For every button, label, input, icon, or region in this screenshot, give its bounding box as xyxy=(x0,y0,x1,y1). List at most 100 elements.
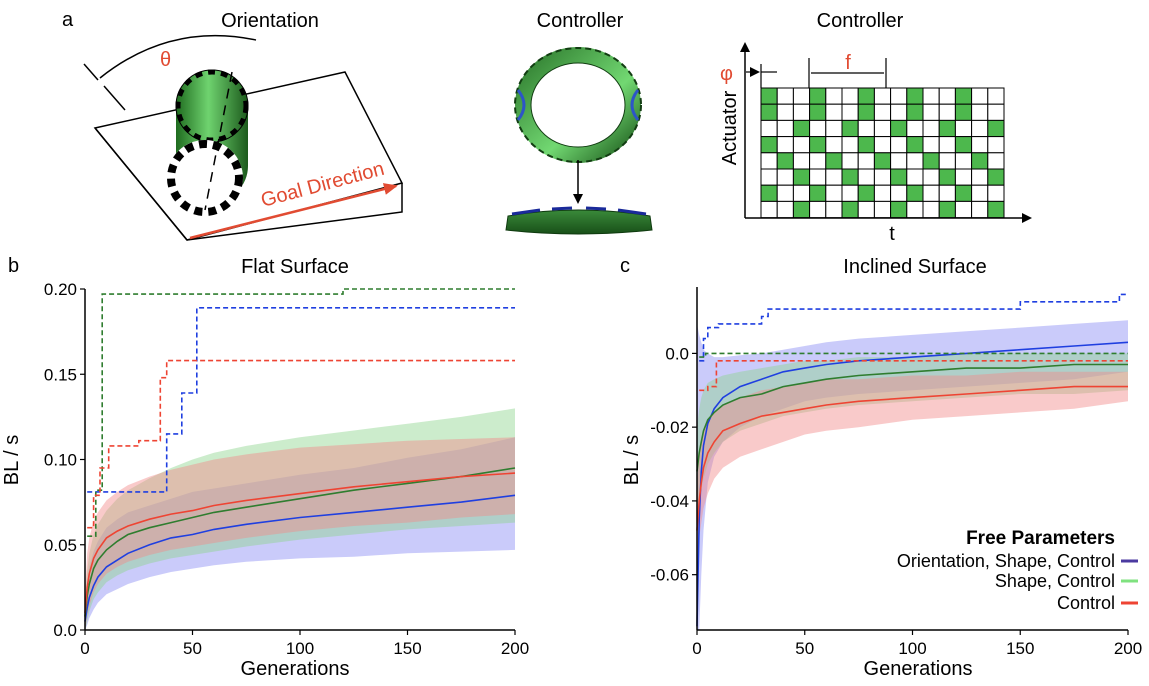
grid-cell xyxy=(906,184,924,202)
max-line-blue xyxy=(699,293,1128,362)
grid-cell xyxy=(825,200,843,219)
grid-cell xyxy=(954,103,973,121)
x-tick-label: 200 xyxy=(501,639,529,658)
grid-cell xyxy=(841,200,859,219)
grid-cell xyxy=(890,136,908,154)
grid-cell xyxy=(890,103,908,121)
band-red xyxy=(85,437,515,630)
grid-cell xyxy=(906,136,924,154)
grid-cell xyxy=(760,168,778,186)
grid-cell xyxy=(857,87,875,105)
grid-cell xyxy=(922,168,940,186)
max-line-red xyxy=(699,359,1128,392)
legend-entry-2: Shape, Control xyxy=(995,571,1115,591)
grid-cell xyxy=(825,168,843,186)
grid-cell xyxy=(792,168,811,186)
x-tick-label: 150 xyxy=(393,639,421,658)
grid-cell xyxy=(809,200,827,219)
controller-grid-illustration: Controller Actuator t φ f xyxy=(719,10,1032,245)
grid-cell xyxy=(987,168,1005,186)
grid-cell xyxy=(971,103,989,121)
grid-cell xyxy=(906,152,924,170)
grid-cell xyxy=(922,103,940,121)
grid-cell xyxy=(938,184,956,202)
band-green xyxy=(85,408,515,630)
x-tick-label: 100 xyxy=(898,639,926,658)
grid-cell xyxy=(987,103,1005,121)
grid-cell xyxy=(922,119,940,138)
grid-cell xyxy=(776,103,794,121)
grid-cell xyxy=(857,119,875,138)
mean-line-green xyxy=(84,467,516,617)
grid-cell xyxy=(890,200,908,219)
grid-cell xyxy=(857,152,875,170)
grid-cell xyxy=(954,136,973,154)
grid-cell xyxy=(809,136,827,154)
frequency-symbol: f xyxy=(845,52,851,74)
grid-cell xyxy=(857,184,875,202)
grid-cell xyxy=(873,152,892,170)
grid-cell xyxy=(954,168,973,186)
grid-cell xyxy=(922,87,940,105)
max-line-blue xyxy=(87,306,515,493)
grid-cell xyxy=(873,136,892,154)
grid-cell xyxy=(809,168,827,186)
grid-cell xyxy=(971,168,989,186)
legend-entry-1: Orientation, Shape, Control xyxy=(897,551,1115,571)
y-tick-label: -0.06 xyxy=(650,566,689,585)
grid-cell xyxy=(776,119,794,138)
grid-cell xyxy=(776,168,794,186)
grid-cell xyxy=(890,184,908,202)
grid-cell xyxy=(954,152,973,170)
grid-cell xyxy=(890,168,908,186)
controller-grid-title: Controller xyxy=(817,10,904,32)
mean-line-blue xyxy=(696,341,1129,627)
x-tick-label: 50 xyxy=(183,639,202,658)
grid-cell xyxy=(760,152,778,170)
actuator-grid xyxy=(760,87,1005,219)
grid-cell xyxy=(987,152,1005,170)
grid-cell xyxy=(825,152,843,170)
grid-cell xyxy=(906,168,924,186)
chart-b-xlabel: Generations xyxy=(241,658,350,680)
grid-cell xyxy=(841,87,859,105)
panel-c: c Inclined Surface 0 50 100 150 200 -0.06 -0.0… xyxy=(620,255,1142,680)
grid-cell xyxy=(971,119,989,138)
grid-cell xyxy=(954,119,973,138)
grid-cell xyxy=(792,103,811,121)
grid-cell xyxy=(760,119,778,138)
chart-c-ylabel: BL / s xyxy=(621,435,643,485)
grid-cell xyxy=(987,200,1005,219)
grid-cell xyxy=(890,119,908,138)
grid-cell xyxy=(792,136,811,154)
grid-cell xyxy=(809,103,827,121)
flattened-shape xyxy=(505,209,653,235)
grid-cell xyxy=(987,87,1005,105)
grid-cell xyxy=(857,200,875,219)
grid-cell xyxy=(825,184,843,202)
legend-entry-3: Control xyxy=(1057,593,1115,613)
inclined-plane-top xyxy=(93,71,404,241)
y-tick-label: -0.04 xyxy=(650,492,689,511)
ring-shape xyxy=(515,47,641,163)
band-green xyxy=(697,353,1128,520)
grid-cell xyxy=(873,200,892,219)
phase-symbol: φ xyxy=(720,63,733,85)
x-tick-label: 0 xyxy=(692,639,701,658)
chart-c-xlabel: Generations xyxy=(864,658,973,680)
grid-cell xyxy=(776,136,794,154)
legend-title: Free Parameters xyxy=(966,528,1115,549)
grid-cell xyxy=(873,103,892,121)
grid-cell xyxy=(922,184,940,202)
grid-cell xyxy=(987,184,1005,202)
grid-cell xyxy=(841,184,859,202)
grid-cell xyxy=(825,136,843,154)
x-tick-label: 100 xyxy=(286,639,314,658)
grid-cell xyxy=(971,87,989,105)
panel-label-a: a xyxy=(62,9,74,31)
grid-cell xyxy=(841,168,859,186)
grid-cell xyxy=(873,119,892,138)
grid-cell xyxy=(873,168,892,186)
grid-cell xyxy=(825,103,843,121)
mean-line-green xyxy=(696,363,1128,472)
